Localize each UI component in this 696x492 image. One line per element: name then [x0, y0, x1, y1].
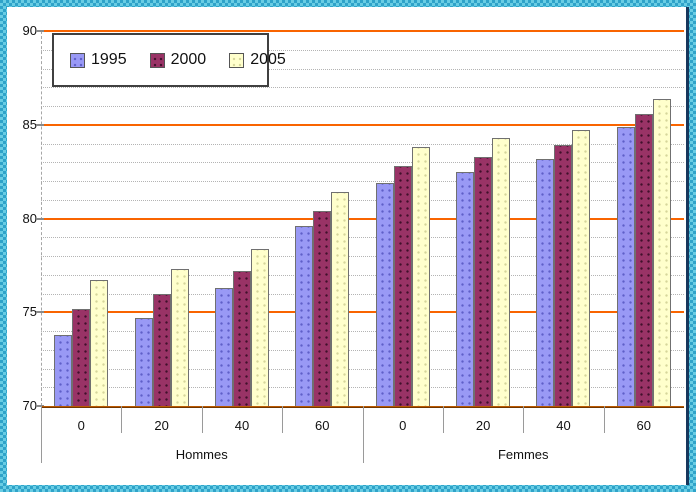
age-boundary-tick-5 [442, 406, 444, 433]
y-axis-label-70: 70 [22, 398, 37, 413]
bar-1995-femmes-40[interactable] [536, 158, 555, 406]
gridline-minor-83 [41, 162, 684, 164]
bar-2000-hommes-60[interactable] [313, 211, 332, 406]
bar-group-femmes-20 [443, 31, 523, 406]
legend-swatch-2000 [149, 52, 165, 68]
y-axis-tick-85 [36, 123, 44, 126]
age-label-hommes-20: 20 [154, 418, 169, 433]
y-axis-label-90: 90 [22, 23, 37, 38]
gridline-minor-82 [41, 181, 684, 182]
bar-2005-femmes-0[interactable] [411, 147, 430, 406]
legend-label-2000: 2000 [170, 51, 207, 68]
gridline-major-90 [41, 30, 684, 32]
bar-group-femmes-40 [523, 31, 603, 406]
bar-2005-femmes-20[interactable] [492, 137, 511, 406]
bar-2005-hommes-60[interactable] [331, 192, 350, 406]
gridline-minor-81 [41, 199, 684, 201]
gridline-minor-76 [41, 293, 684, 295]
bar-2000-hommes-0[interactable] [72, 308, 91, 406]
y-axis-label-75: 75 [22, 304, 37, 320]
y-axis-tick-90 [36, 30, 44, 32]
legend[interactable]: 1995 2000 2005 [52, 33, 286, 87]
gridline-minor-72 [41, 368, 684, 370]
bar-group-hommes-60 [282, 31, 362, 406]
bar-1995-femmes-60[interactable] [616, 126, 635, 406]
bar-1995-femmes-20[interactable] [456, 171, 475, 406]
legend-label-2005: 2005 [250, 51, 286, 68]
bar-group-hommes-40 [202, 31, 282, 406]
bar-2000-hommes-20[interactable] [152, 293, 171, 406]
age-label-femmes-40: 40 [556, 418, 571, 433]
group-boundary-tick-4 [362, 406, 364, 463]
bar-1995-hommes-0[interactable] [54, 334, 73, 406]
age-label-femmes-20: 20 [475, 418, 491, 433]
age-label-hommes-0: 0 [77, 418, 85, 433]
legend-item-1995[interactable]: 1995 [70, 51, 127, 69]
bar-group-hommes-20 [121, 31, 201, 406]
age-label-hommes-40: 40 [234, 418, 250, 433]
gridline-minor-71 [41, 387, 684, 389]
age-boundary-tick-3 [282, 406, 284, 433]
age-boundary-tick-7 [603, 406, 605, 433]
y-axis-label-85: 85 [22, 116, 37, 132]
bar-2000-femmes-60[interactable] [634, 113, 653, 406]
bar-2000-femmes-0[interactable] [393, 166, 412, 406]
bar-group-hommes-0 [41, 31, 121, 406]
plot-area [41, 30, 684, 406]
bar-1995-hommes-40[interactable] [214, 287, 233, 406]
age-boundary-tick-6 [523, 406, 525, 433]
bar-1995-hommes-60[interactable] [295, 226, 314, 406]
age-boundary-tick-2 [201, 406, 203, 433]
gridline-minor-84 [41, 143, 684, 145]
gridlines [41, 30, 684, 406]
bar-group-femmes-0 [363, 31, 443, 406]
gridline-minor-86 [41, 106, 684, 107]
legend-swatch-2005 [229, 52, 245, 68]
age-boundary-tick-1 [121, 406, 123, 433]
group-boundary-tick-0 [41, 406, 42, 463]
right-border-line [686, 7, 689, 485]
gridline-minor-79 [41, 237, 684, 239]
y-axis-label-80: 80 [22, 210, 37, 226]
bar-2005-femmes-40[interactable] [572, 130, 591, 406]
bar-2005-hommes-0[interactable] [90, 280, 109, 406]
gridline-minor-74 [41, 331, 684, 332]
bar-2000-femmes-20[interactable] [474, 156, 493, 406]
bar-2000-hommes-40[interactable] [232, 271, 251, 406]
age-label-femmes-0: 0 [399, 418, 407, 433]
gridline-major-75 [41, 311, 684, 314]
bar-1995-hommes-20[interactable] [134, 317, 153, 406]
gridline-minor-89 [41, 49, 684, 51]
gridline-minor-78 [41, 256, 684, 257]
gridline-minor-88 [41, 68, 684, 70]
bar-2000-femmes-40[interactable] [554, 145, 573, 406]
y-axis-tick-80 [36, 217, 44, 220]
category-label-femmes: Femmes [497, 447, 549, 462]
legend-item-2000[interactable]: 2000 [149, 51, 207, 69]
gridline-minor-87 [41, 87, 684, 89]
y-axis-tick-75 [36, 311, 44, 314]
bar-groups [41, 31, 684, 406]
chart-area: 70 75 80 85 90 0 20 40 60 0 20 40 60 Hommes Femmes 19… [7, 7, 689, 485]
bar-2005-hommes-40[interactable] [250, 248, 269, 406]
category-label-hommes: Hommes [175, 447, 228, 462]
legend-swatch-1995 [70, 52, 85, 68]
bar-2005-femmes-60[interactable] [652, 98, 671, 406]
legend-item-2005[interactable]: 2005 [229, 51, 286, 69]
y-axis-tick-70 [36, 405, 44, 407]
gridline-major-85 [41, 123, 684, 126]
age-label-femmes-60: 60 [636, 418, 652, 433]
legend-label-1995: 1995 [91, 51, 127, 68]
gridline-minor-77 [41, 274, 684, 276]
gridline-minor-73 [41, 349, 684, 351]
bar-group-femmes-60 [604, 31, 684, 406]
gridline-major-80 [41, 217, 684, 220]
bar-1995-femmes-0[interactable] [375, 182, 394, 406]
age-label-hommes-60: 60 [315, 418, 330, 433]
bar-2005-hommes-20[interactable] [170, 269, 189, 406]
